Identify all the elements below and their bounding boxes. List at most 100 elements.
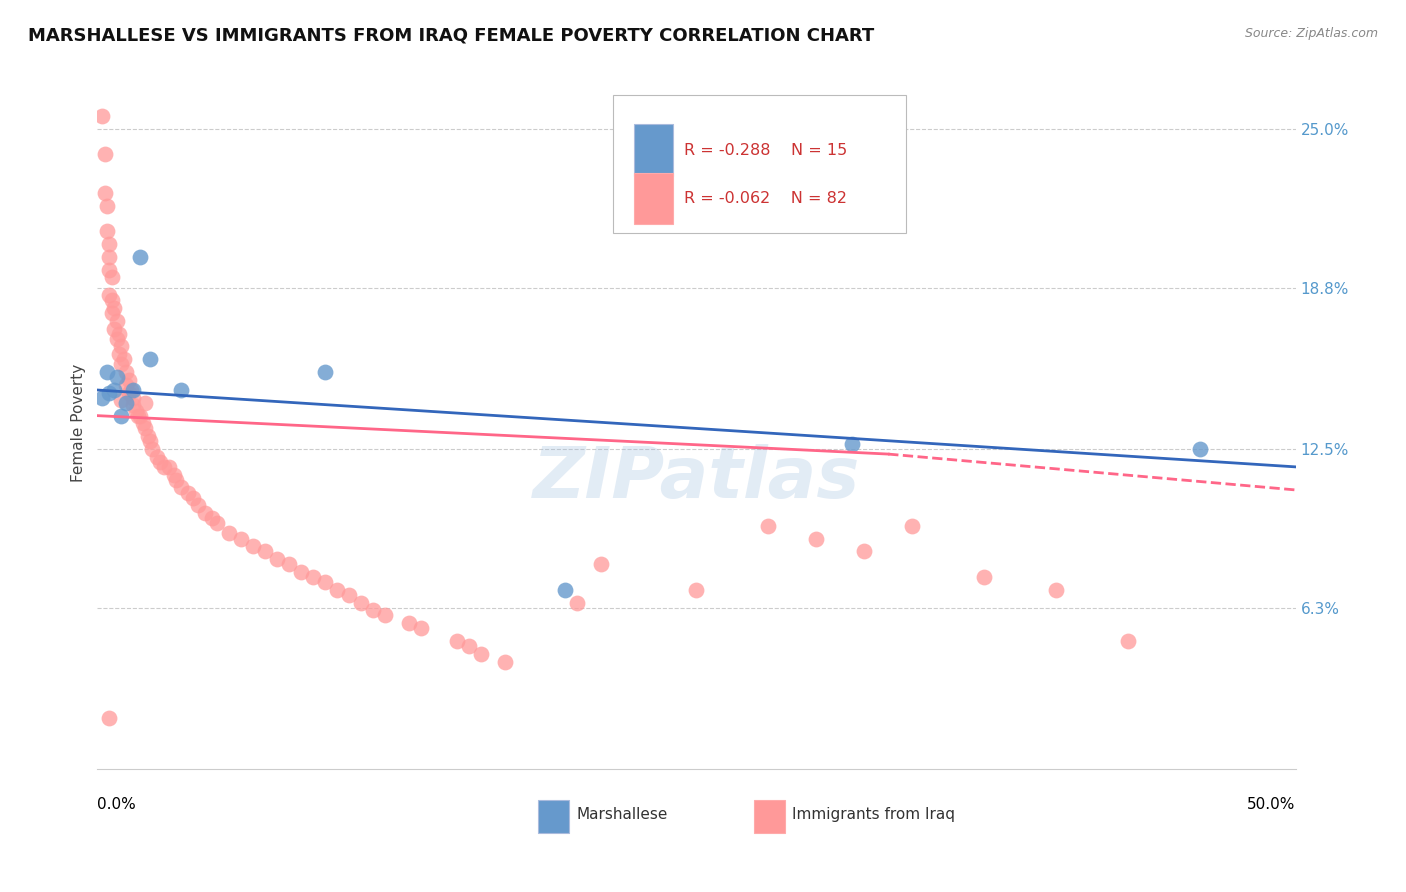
- Point: [302, 570, 325, 584]
- Point: [278, 558, 301, 572]
- Point: [554, 582, 576, 597]
- Point: [242, 539, 264, 553]
- Point: [685, 582, 707, 597]
- Point: [122, 383, 145, 397]
- Point: [139, 352, 162, 367]
- Point: [108, 347, 131, 361]
- Point: [100, 293, 122, 308]
- Point: [129, 250, 152, 264]
- Point: [314, 365, 336, 379]
- Point: [149, 455, 172, 469]
- Point: [1045, 582, 1067, 597]
- Point: [853, 544, 876, 558]
- Point: [973, 570, 995, 584]
- Text: Marshallese: Marshallese: [576, 806, 668, 822]
- Point: [115, 365, 138, 379]
- Text: 50.0%: 50.0%: [1247, 797, 1295, 812]
- Text: MARSHALLESE VS IMMIGRANTS FROM IRAQ FEMALE POVERTY CORRELATION CHART: MARSHALLESE VS IMMIGRANTS FROM IRAQ FEMA…: [28, 27, 875, 45]
- Point: [254, 544, 277, 558]
- Point: [108, 326, 131, 341]
- Point: [146, 450, 169, 464]
- FancyBboxPatch shape: [634, 173, 672, 224]
- Point: [177, 485, 200, 500]
- Point: [100, 306, 122, 320]
- Point: [98, 288, 121, 302]
- Point: [194, 506, 217, 520]
- Point: [163, 467, 186, 482]
- Point: [110, 409, 132, 423]
- Point: [337, 588, 360, 602]
- Point: [589, 558, 612, 572]
- Point: [103, 301, 125, 315]
- Point: [134, 421, 156, 435]
- Point: [841, 437, 863, 451]
- Point: [96, 198, 118, 212]
- Point: [96, 365, 118, 379]
- Point: [98, 711, 121, 725]
- Text: R = -0.062    N = 82: R = -0.062 N = 82: [685, 191, 848, 206]
- Y-axis label: Female Poverty: Female Poverty: [72, 364, 86, 483]
- Point: [103, 321, 125, 335]
- Point: [326, 582, 349, 597]
- Point: [361, 603, 384, 617]
- Text: Immigrants from Iraq: Immigrants from Iraq: [793, 806, 955, 822]
- Point: [157, 459, 180, 474]
- Point: [110, 339, 132, 353]
- Point: [122, 398, 145, 412]
- Point: [756, 518, 779, 533]
- Point: [470, 647, 492, 661]
- Text: 0.0%: 0.0%: [97, 797, 136, 812]
- Point: [290, 565, 312, 579]
- Point: [231, 532, 253, 546]
- Point: [266, 552, 288, 566]
- Point: [127, 409, 149, 423]
- Point: [91, 391, 114, 405]
- FancyBboxPatch shape: [754, 799, 785, 833]
- Text: R = -0.288    N = 15: R = -0.288 N = 15: [685, 143, 848, 158]
- Point: [120, 383, 142, 397]
- Point: [117, 373, 139, 387]
- Point: [132, 417, 155, 431]
- Point: [122, 391, 145, 405]
- Point: [181, 491, 204, 505]
- Point: [409, 621, 432, 635]
- Point: [457, 639, 479, 653]
- Point: [125, 403, 148, 417]
- Point: [112, 352, 135, 367]
- Text: Source: ZipAtlas.com: Source: ZipAtlas.com: [1244, 27, 1378, 40]
- Point: [110, 358, 132, 372]
- Point: [136, 429, 159, 443]
- Point: [565, 596, 588, 610]
- Point: [1188, 442, 1211, 456]
- Point: [350, 596, 373, 610]
- Point: [205, 516, 228, 531]
- Point: [100, 270, 122, 285]
- Point: [153, 459, 176, 474]
- Point: [96, 224, 118, 238]
- Point: [98, 237, 121, 252]
- Point: [170, 480, 193, 494]
- Point: [187, 498, 209, 512]
- Point: [98, 250, 121, 264]
- Point: [93, 186, 115, 200]
- Point: [115, 396, 138, 410]
- Point: [93, 147, 115, 161]
- Point: [1116, 634, 1139, 648]
- FancyBboxPatch shape: [634, 125, 672, 176]
- Point: [98, 262, 121, 277]
- Point: [201, 511, 224, 525]
- Point: [139, 434, 162, 449]
- FancyBboxPatch shape: [538, 799, 569, 833]
- Point: [117, 385, 139, 400]
- FancyBboxPatch shape: [613, 95, 905, 233]
- Point: [165, 473, 187, 487]
- Point: [494, 655, 516, 669]
- Point: [170, 383, 193, 397]
- Point: [105, 314, 128, 328]
- Text: ZIPatlas: ZIPatlas: [533, 444, 860, 513]
- Point: [218, 526, 240, 541]
- Point: [105, 370, 128, 384]
- Point: [134, 396, 156, 410]
- Point: [901, 518, 924, 533]
- Point: [129, 409, 152, 423]
